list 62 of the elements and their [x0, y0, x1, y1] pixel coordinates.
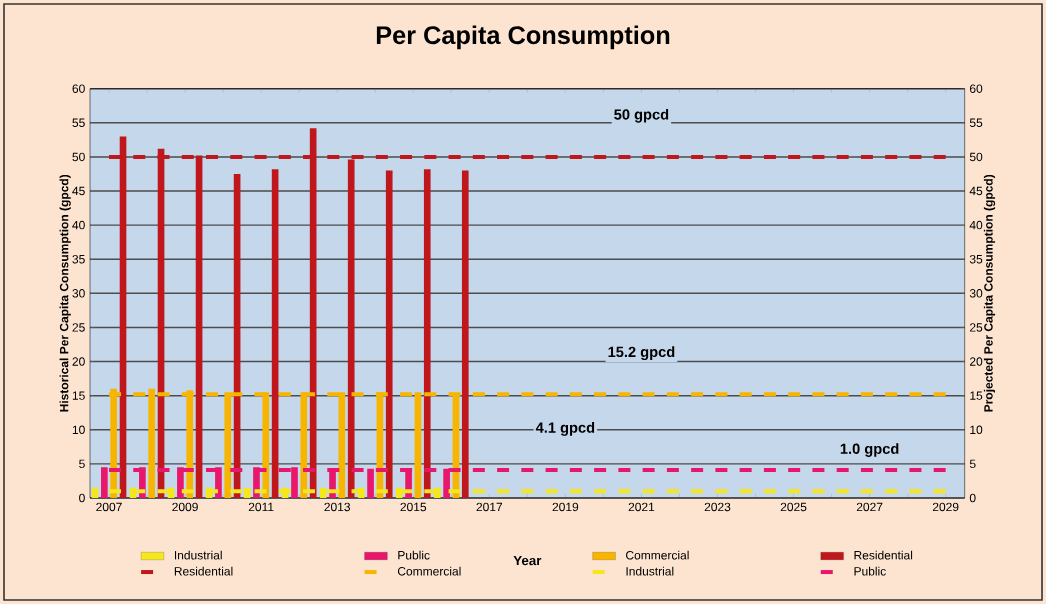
bar: [423, 169, 431, 498]
y2-tick-label: 55: [969, 118, 983, 127]
chart-title: Per Capita Consumption: [376, 25, 670, 50]
y-tick-label: 45: [72, 186, 85, 196]
y2-tick-label: 45: [969, 186, 983, 196]
y2-tick-label: 15: [970, 391, 983, 400]
x-tick-label: 2009: [172, 502, 198, 512]
y-tick-label: 0: [79, 493, 85, 503]
bar: [385, 170, 393, 498]
annotation: 50 gpcd: [614, 108, 669, 123]
y2-tick-label: 50: [969, 152, 983, 162]
y-tick-label: 30: [72, 289, 85, 298]
bar: [148, 388, 156, 498]
x-tick-label: 2023: [704, 502, 731, 512]
bar: [367, 468, 374, 498]
x-tick-label: 2027: [856, 502, 883, 512]
x-tick-label: 2025: [780, 502, 807, 512]
x-tick-label: 2011: [248, 502, 274, 512]
bar: [414, 392, 422, 498]
y2-tick-label: 5: [969, 459, 976, 469]
y-tick-label: 10: [72, 425, 85, 435]
x-tick-label: 2029: [932, 502, 959, 512]
y2-tick-label: 60: [969, 84, 983, 93]
y-axis-title: Historical Per Capita Consumption (gpcd): [59, 174, 71, 412]
y2-tick-label: 10: [970, 425, 983, 435]
x-tick-label: 2015: [400, 502, 427, 512]
legend-label: Commercial: [626, 550, 689, 560]
x-tick-label: 2019: [552, 502, 579, 512]
x-tick-label: 2007: [96, 502, 122, 512]
y-tick-label: 5: [79, 459, 85, 469]
legend-label: Industrial: [626, 566, 674, 576]
y-tick-label: 15: [72, 391, 85, 400]
annotation: 4.1 gpcd: [535, 422, 595, 436]
y2-tick-label: 30: [969, 289, 983, 298]
bar: [461, 170, 469, 498]
y2-tick-label: 40: [969, 220, 983, 230]
x-tick-label: 2021: [628, 502, 655, 512]
legend-label: Public: [398, 550, 430, 560]
annotation: 1.0 gpcd: [840, 443, 899, 457]
y2-tick-label: 35: [969, 254, 983, 264]
x-axis-title: Year: [513, 555, 542, 566]
legend-label: Industrial: [174, 550, 222, 560]
legend-label: Commercial: [397, 566, 461, 576]
bar: [195, 155, 203, 498]
annotation: 15.2 gpcd: [608, 346, 675, 361]
y2-axis-title: Projected Per Capita Consumption (gpcd): [983, 174, 996, 412]
y-tick-label: 55: [72, 118, 85, 127]
y2-tick-label: 0: [969, 493, 976, 503]
x-tick-label: 2013: [324, 502, 351, 512]
y-tick-label: 40: [72, 220, 85, 230]
y-tick-label: 25: [72, 323, 85, 332]
legend-label: Public: [854, 566, 886, 576]
bar: [271, 169, 279, 498]
y-tick-label: 50: [72, 152, 85, 162]
x-tick-label: 2017: [476, 502, 503, 512]
y-tick-label: 60: [72, 84, 85, 93]
y2-tick-label: 25: [969, 323, 983, 332]
legend-label: Residential: [174, 566, 233, 576]
y-tick-label: 35: [72, 254, 85, 264]
legend-label: Residential: [854, 550, 913, 560]
y-tick-label: 20: [72, 357, 85, 366]
y2-tick-label: 20: [969, 357, 983, 366]
